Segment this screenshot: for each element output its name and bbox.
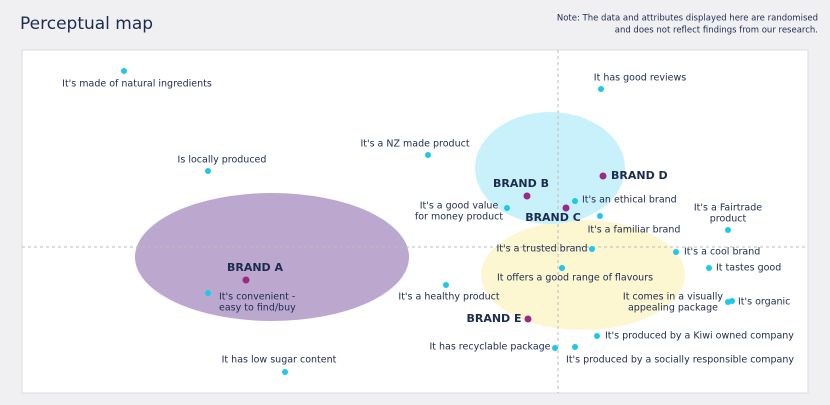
attribute-label: It tastes good xyxy=(716,263,781,274)
attribute-label: It comes in a visually xyxy=(623,292,724,303)
brand-label: BRAND B xyxy=(493,177,549,190)
attribute-label: It's a Fairtrade xyxy=(694,203,762,214)
attribute-label: Is locally produced xyxy=(178,155,267,166)
attribute-dot xyxy=(504,205,510,211)
attribute-label: product xyxy=(710,214,747,225)
attribute-dot xyxy=(559,265,565,271)
attribute-dot xyxy=(572,344,578,350)
attribute-label: It's a trusted brand xyxy=(497,244,588,255)
attribute-label: It's made of natural ingredients xyxy=(62,79,212,90)
attribute-dot xyxy=(597,213,603,219)
brand-label: BRAND A xyxy=(227,261,284,274)
attribute-dot xyxy=(598,86,604,92)
attribute-label: It's produced by a socially responsible … xyxy=(566,355,794,366)
attribute-dot xyxy=(205,290,211,296)
attribute-label: easy to find/buy xyxy=(219,303,296,314)
attribute-dot xyxy=(572,198,578,204)
attribute-label: It's produced by a Kiwi owned company xyxy=(605,331,794,342)
brand-dot xyxy=(562,204,570,212)
attribute-label: for money product xyxy=(415,212,503,223)
attribute-label: It's a cool brand xyxy=(684,247,760,258)
attribute-dot xyxy=(282,369,288,375)
plot-area xyxy=(21,49,809,394)
attribute-dot xyxy=(443,282,449,288)
attribute-label: It offers a good range of flavours xyxy=(497,273,653,284)
attribute-label: It has recyclable package xyxy=(429,342,550,353)
attribute-dot xyxy=(673,249,679,255)
brand-dot xyxy=(242,276,250,284)
attribute-dot xyxy=(725,227,731,233)
attribute-label: appealing package xyxy=(628,303,718,314)
attribute-dot xyxy=(552,345,558,351)
attribute-dot xyxy=(121,68,127,74)
attribute-label: It has good reviews xyxy=(594,73,686,84)
brand-dot xyxy=(599,172,607,180)
note: and does not reflect findings from our r… xyxy=(615,26,818,36)
attribute-dot xyxy=(729,298,735,304)
attribute-label: It's a NZ made product xyxy=(360,139,469,150)
attribute-label: It's convenient - xyxy=(219,292,295,303)
brand-dot xyxy=(523,192,531,200)
attribute-label: It's a healthy product xyxy=(398,292,499,303)
brand-dot xyxy=(524,315,532,323)
attribute-label: It's a familiar brand xyxy=(588,225,681,236)
brand-bcd-zone xyxy=(475,112,625,224)
attribute-label: It's organic xyxy=(738,297,790,308)
brand-label: BRAND D xyxy=(611,169,668,182)
marks: It's made of natural ingredients It has g… xyxy=(62,68,794,375)
brand-label: BRAND C xyxy=(525,211,581,224)
brand-a-zone xyxy=(135,193,409,321)
attribute-dot xyxy=(205,168,211,174)
attribute-dot xyxy=(589,246,595,252)
title: Perceptual map xyxy=(20,14,153,34)
attribute-label: It's a good value xyxy=(420,201,499,212)
note: Note: The data and attributes displayed … xyxy=(557,14,818,24)
attribute-dot xyxy=(425,152,431,158)
attribute-dot xyxy=(706,265,712,271)
attribute-dot xyxy=(594,333,600,339)
brand-label: BRAND E xyxy=(466,312,521,325)
attribute-label: It has low sugar content xyxy=(222,355,337,366)
attribute-label: It's an ethical brand xyxy=(582,195,677,206)
